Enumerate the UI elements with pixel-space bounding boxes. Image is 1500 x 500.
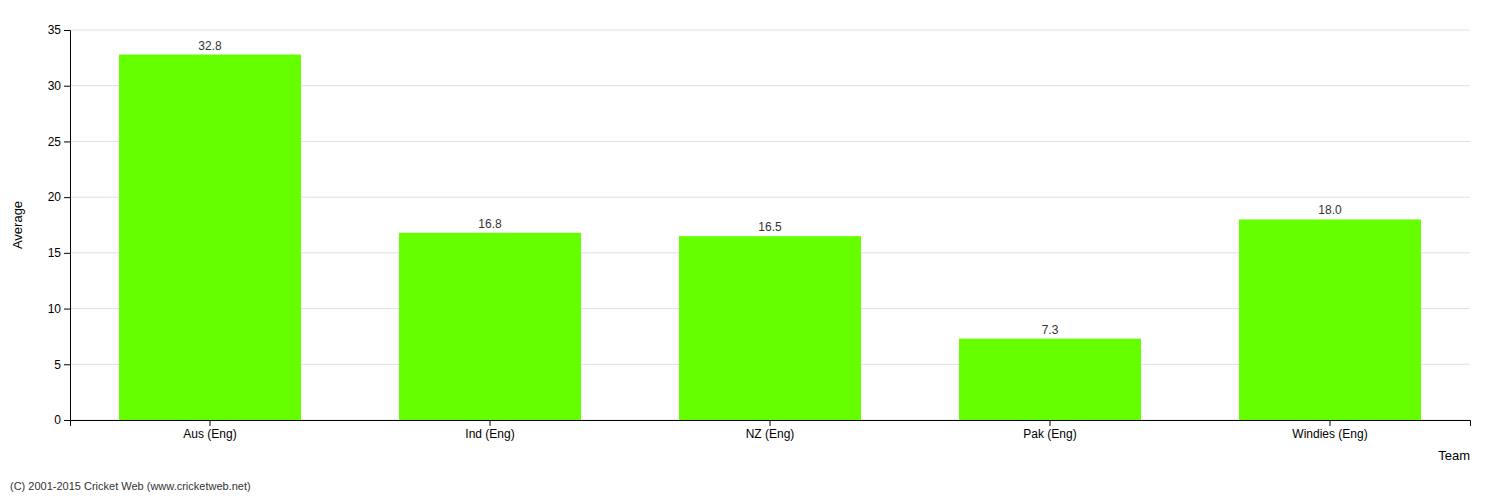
bar [119,55,301,420]
bars [119,55,1421,420]
x-axis: Aus (Eng) Ind (Eng) NZ (Eng) Pak (Eng) Windi… [71,420,1471,441]
y-axis-title: Average [10,201,25,249]
plot: Aus (Eng) Ind (Eng) NZ (Eng) Pak (Eng) Windi… [10,23,1471,463]
data-label: 18.0 [1318,203,1342,217]
x-tick-mark [210,420,211,426]
y-tick-label: 0 [54,413,61,427]
x-axis-title: Team [1438,448,1470,463]
bar [1239,219,1421,420]
x-tick-mark [1050,420,1051,426]
y-tick-mark [64,141,70,142]
y-tick-mark [64,86,70,87]
y-tick: 15 [48,246,70,260]
grid [70,30,1470,420]
chart-container: Aus (Eng) Ind (Eng) NZ (Eng) Pak (Eng) Windi… [0,0,1500,500]
y-tick-mark [64,253,70,254]
y-tick: 5 [54,358,70,372]
y-tick: 35 [48,23,70,37]
y-tick: 0 [54,413,70,427]
bar [399,233,581,420]
y-tick-label: 25 [48,135,62,149]
x-tick-mark [490,420,491,426]
x-tick: Windies (Eng) [1292,420,1367,441]
x-tick-label: Pak (Eng) [1023,427,1076,441]
y-tick-label: 30 [48,79,62,93]
grid-line [70,30,1470,31]
y-tick-mark [64,420,70,421]
bar [959,339,1141,420]
y-axis: 0 5 10 15 20 25 30 35 [48,23,71,427]
annotations: (C) 2001-2015 Cricket Web (www.cricketwe… [10,480,251,492]
bar [679,236,861,420]
x-tick: NZ (Eng) [746,420,795,441]
footer-text: (C) 2001-2015 Cricket Web (www.cricketwe… [10,480,251,492]
x-tick-label: Windies (Eng) [1292,427,1367,441]
y-tick: 30 [48,79,70,93]
x-tick-label: Ind (Eng) [465,427,514,441]
x-tick: Pak (Eng) [1023,420,1076,441]
y-tick: 25 [48,135,70,149]
y-tick-mark [64,197,70,198]
y-tick-label: 10 [48,302,62,316]
y-tick-mark [64,364,70,365]
y-tick-label: 15 [48,246,62,260]
data-label: 16.8 [478,217,502,231]
x-tick: Ind (Eng) [465,420,514,441]
x-tick-label: Aus (Eng) [183,427,236,441]
x-tick-mark [770,420,771,426]
data-label: 7.3 [1042,323,1059,337]
data-label: 16.5 [758,220,782,234]
chart-svg: Aus (Eng) Ind (Eng) NZ (Eng) Pak (Eng) Windi… [0,0,1500,500]
y-tick-label: 20 [48,190,62,204]
y-tick: 10 [48,302,70,316]
y-tick: 20 [48,190,70,204]
y-tick-label: 35 [48,23,62,37]
y-tick-mark [64,309,70,310]
x-tick: Aus (Eng) [183,420,236,441]
y-tick-mark [64,30,70,31]
data-label: 32.8 [198,39,222,53]
x-tick-mark [1330,420,1331,426]
x-axis-line [71,421,1471,427]
data-labels: 32.8 16.8 16.5 7.3 18.0 [198,39,1342,337]
y-tick-label: 5 [54,358,61,372]
x-tick-label: NZ (Eng) [746,427,795,441]
y-axis-line [64,31,71,421]
